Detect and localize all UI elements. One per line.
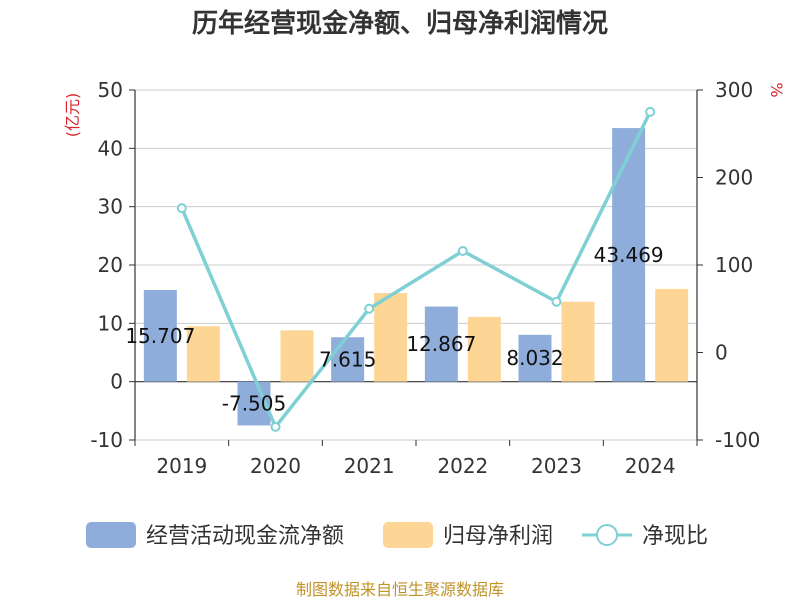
bar bbox=[374, 293, 408, 382]
net-cash-ratio-line bbox=[180, 111, 652, 429]
y-right-tick-label: 100 bbox=[715, 253, 753, 277]
bar bbox=[612, 128, 646, 382]
data-label: 15.707 bbox=[125, 324, 195, 348]
y-left-tick-label: 50 bbox=[98, 78, 123, 102]
data-label: -7.505 bbox=[222, 392, 286, 416]
y-left-tick-label: 40 bbox=[98, 136, 123, 160]
y-left-tick-label: -10 bbox=[90, 428, 123, 452]
bars-group bbox=[143, 128, 689, 426]
legend-label: 净现比 bbox=[642, 524, 708, 549]
line-point bbox=[551, 296, 562, 307]
y-right-tick-label: 300 bbox=[715, 78, 753, 102]
legend: 经营活动现金流净额 归母净利润 净现比 bbox=[86, 522, 708, 549]
bar bbox=[518, 334, 552, 382]
y-left-tick-label: 10 bbox=[98, 311, 123, 335]
data-label: 7.615 bbox=[319, 347, 376, 371]
x-tick-label: 2022 bbox=[437, 454, 488, 478]
bar bbox=[424, 306, 458, 382]
y-left-tick-label: 20 bbox=[98, 253, 123, 277]
y-left-tick-label: 30 bbox=[98, 195, 123, 219]
x-tick-label: 2019 bbox=[156, 454, 207, 478]
bar bbox=[655, 288, 689, 382]
data-labels: 15.707 -7.505 7.615 12.867 8.032 43.469 bbox=[125, 243, 663, 416]
legend-swatch bbox=[383, 522, 433, 548]
line-point bbox=[270, 421, 281, 432]
bar bbox=[331, 337, 365, 382]
y-left-unit-label: (亿元) bbox=[63, 93, 82, 138]
x-tick-label: 2021 bbox=[344, 454, 395, 478]
y-right-tick-label: -100 bbox=[715, 428, 760, 452]
data-label: 8.032 bbox=[506, 346, 563, 370]
legend-label: 经营活动现金流净额 bbox=[146, 524, 344, 549]
chart-title: 历年经营现金净额、归母净利润情况 bbox=[192, 8, 608, 39]
data-label: 43.469 bbox=[594, 243, 664, 267]
bar bbox=[143, 290, 177, 382]
x-tick-label: 2023 bbox=[531, 454, 582, 478]
line-series bbox=[176, 106, 656, 432]
data-label: 12.867 bbox=[406, 332, 476, 356]
bar bbox=[186, 326, 220, 382]
x-tick-label: 2024 bbox=[625, 454, 676, 478]
bar bbox=[467, 316, 501, 382]
y-right-unit-label: % bbox=[767, 82, 786, 97]
line-point bbox=[176, 203, 187, 214]
y-right-tick-label: 0 bbox=[715, 341, 728, 365]
legend-marker bbox=[596, 524, 618, 546]
legend-swatch bbox=[86, 522, 136, 548]
y-right-tick-label: 200 bbox=[715, 166, 753, 190]
bar bbox=[561, 301, 595, 382]
legend-label: 归母净利润 bbox=[443, 524, 553, 549]
x-tick-label: 2020 bbox=[250, 454, 301, 478]
bar bbox=[280, 330, 314, 382]
data-source-note: 制图数据来自恒生聚源数据库 bbox=[296, 580, 504, 599]
line-point bbox=[645, 106, 656, 117]
y-left-tick-label: 0 bbox=[110, 370, 123, 394]
line-point bbox=[457, 246, 468, 256]
line-point bbox=[364, 303, 375, 314]
